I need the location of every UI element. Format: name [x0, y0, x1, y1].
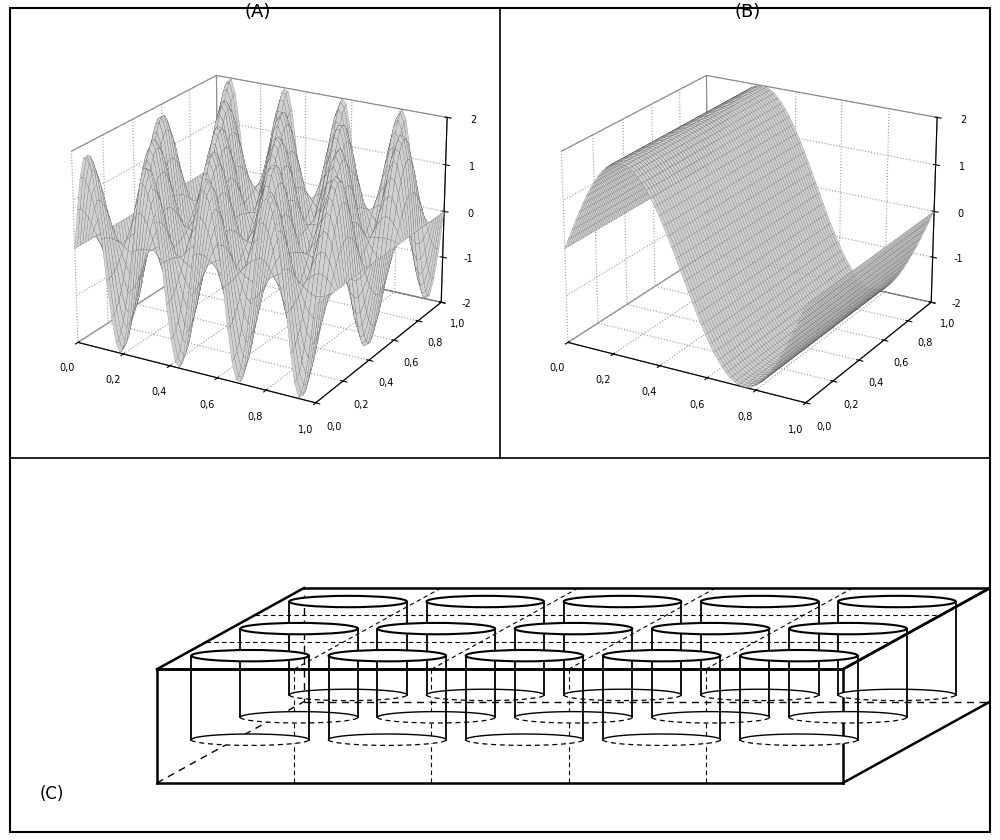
Ellipse shape	[838, 596, 956, 607]
Ellipse shape	[740, 734, 858, 745]
Ellipse shape	[426, 596, 544, 607]
Ellipse shape	[191, 734, 309, 745]
Ellipse shape	[603, 734, 720, 745]
Ellipse shape	[701, 690, 818, 701]
Ellipse shape	[701, 596, 818, 607]
Ellipse shape	[426, 690, 544, 701]
Ellipse shape	[789, 711, 907, 723]
Ellipse shape	[240, 623, 358, 634]
Title: (B): (B)	[734, 3, 761, 21]
Ellipse shape	[564, 596, 681, 607]
Ellipse shape	[515, 711, 632, 723]
Ellipse shape	[466, 650, 583, 661]
Ellipse shape	[289, 596, 407, 607]
Ellipse shape	[240, 711, 358, 723]
Ellipse shape	[838, 690, 956, 701]
Ellipse shape	[789, 623, 907, 634]
Ellipse shape	[652, 711, 769, 723]
Ellipse shape	[652, 623, 769, 634]
Ellipse shape	[564, 690, 681, 701]
Title: (A): (A)	[244, 3, 271, 21]
Ellipse shape	[328, 734, 446, 745]
Ellipse shape	[377, 711, 495, 723]
Ellipse shape	[603, 650, 720, 661]
Ellipse shape	[191, 650, 309, 661]
Ellipse shape	[466, 734, 583, 745]
Text: (C): (C)	[39, 785, 64, 803]
Ellipse shape	[289, 690, 407, 701]
Ellipse shape	[740, 650, 858, 661]
Ellipse shape	[377, 623, 495, 634]
Ellipse shape	[515, 623, 632, 634]
Ellipse shape	[328, 650, 446, 661]
